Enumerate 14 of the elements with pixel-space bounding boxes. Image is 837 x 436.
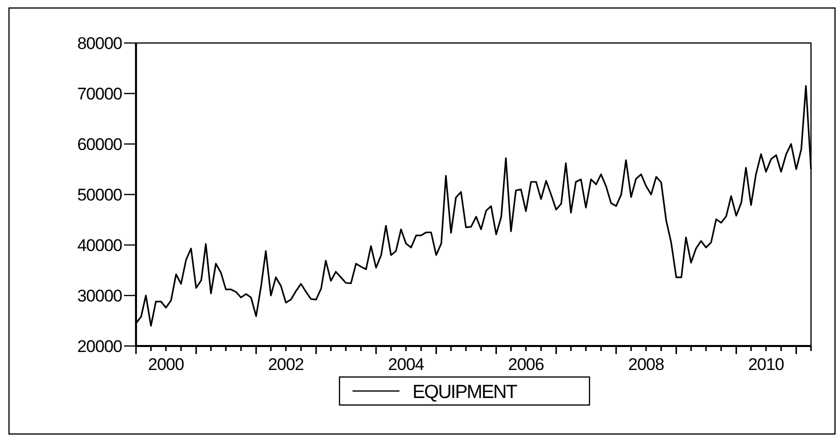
y-tick-label: 80000 [77,34,122,53]
x-tick-label: 2000 [148,355,184,374]
x-tick-label: 2010 [748,355,784,374]
y-tick-label: 60000 [77,135,122,154]
y-tick-label: 70000 [77,84,122,104]
x-tick-label: 2006 [508,355,544,374]
y-tick-label: 40000 [77,236,122,255]
x-tick-label: 2002 [268,355,304,374]
x-tick-label: 2008 [628,355,664,374]
x-tick-label: 2004 [388,355,424,374]
y-tick-label: 50000 [77,186,122,204]
legend-label: EQUIPMENT [412,382,518,403]
y-tick-label: 30000 [77,286,122,306]
y-tick-label: 20000 [77,337,122,356]
